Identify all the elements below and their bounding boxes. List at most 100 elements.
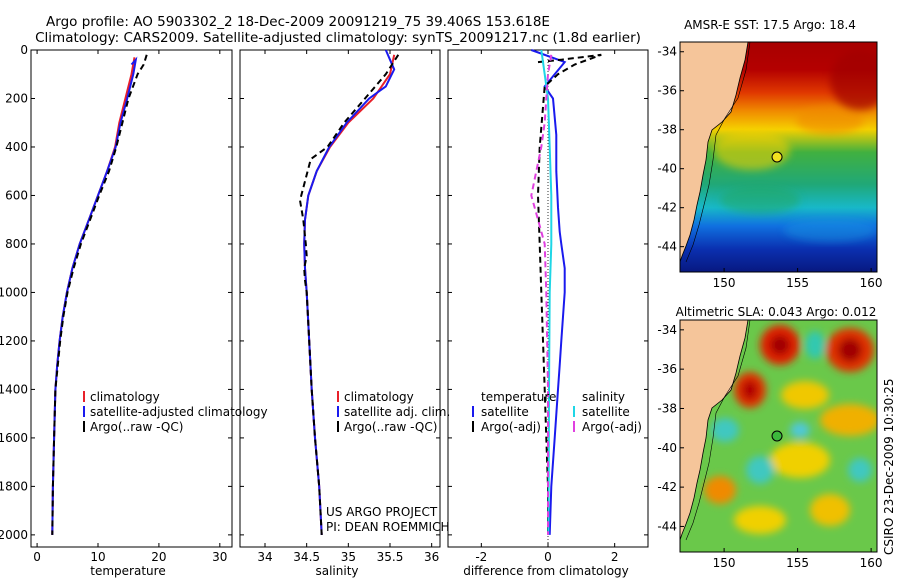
x-tick-label: 10 — [90, 550, 105, 564]
lat-tick-label: -38 — [657, 123, 677, 137]
x-tick-label: 0 — [33, 550, 41, 564]
y-tick-label: 1400 — [0, 382, 28, 396]
figure-title-line1: Argo profile: AO 5903302_2 18-Dec-2009 2… — [46, 14, 550, 30]
difference-axis-label: difference from climatology — [463, 564, 629, 578]
x-tick-label: -2 — [475, 550, 487, 564]
lon-tick-label: 155 — [786, 556, 809, 570]
difference-legend: temperature satellite Argo(-adj) salinit… — [472, 390, 642, 434]
lat-tick-label: -40 — [657, 162, 677, 176]
series-line-argo-raw-qc- — [298, 54, 400, 535]
x-tick-label: 0 — [544, 550, 552, 564]
salinity-axes-frame — [239, 49, 441, 548]
x-tick-label: 34 — [257, 550, 272, 564]
x-tick-label: 30 — [212, 550, 227, 564]
y-tick-label: 800 — [5, 237, 28, 251]
series-line-climatology — [51, 57, 136, 535]
lat-tick-label: -36 — [657, 362, 677, 376]
lon-tick-label: 160 — [860, 276, 883, 290]
temperature-profile-panel: 0 200 400 600 800 1000 1200 1400 1600 1800 2000 0 1… — [0, 43, 268, 578]
lat-tick-label: -34 — [657, 45, 677, 59]
coastline-contour — [685, 320, 751, 541]
salinity-axis-ticks: 34 34.5 35 35.5 36 — [240, 49, 440, 564]
csiro-timestamp: CSIRO 23-Dec-2009 10:30:25 — [882, 378, 896, 555]
legend-title-salinity: salinity — [582, 390, 625, 404]
series-line-satellite-adj-clim- — [303, 49, 396, 535]
series-line-salinity-argo-adj- — [530, 54, 553, 535]
y-tick-label: 1600 — [0, 431, 28, 445]
y-tick-label: 1000 — [0, 285, 28, 299]
difference-series — [530, 49, 602, 535]
argo-location-marker — [771, 151, 783, 163]
sst-map-ticks: 150 155 160 -34 -36 -38 -40 -42 -44 — [657, 45, 882, 290]
sla-map-panel: Altimetric SLA: 0.043 Argo: 0.012 — [657, 305, 882, 570]
y-tick-label: 0 — [20, 43, 28, 57]
x-tick-label: 36 — [424, 550, 439, 564]
lat-tick-label: -38 — [657, 401, 677, 415]
argo-location-marker — [771, 430, 783, 442]
temperature-axes-frame — [30, 49, 233, 548]
legend-label-temp-argo: Argo(-adj) — [481, 420, 541, 434]
x-tick-label: 35.5 — [377, 550, 404, 564]
lon-tick-label: 150 — [713, 556, 736, 570]
sst-map-title: AMSR-E SST: 17.5 Argo: 18.4 — [684, 18, 856, 32]
series-line-temperature-satellite — [530, 49, 567, 535]
sla-map-title: Altimetric SLA: 0.043 Argo: 0.012 — [676, 305, 877, 319]
difference-profile-panel: -2 0 2 difference from climatology tempera… — [447, 49, 649, 578]
y-tick-label: 200 — [5, 91, 28, 105]
legend-label-sal-satellite: satellite — [582, 405, 630, 419]
series-line-argo-raw-qc- — [51, 54, 148, 535]
y-tick-label: 1800 — [0, 479, 28, 493]
legend-label-climatology: climatology — [344, 390, 414, 404]
lon-tick-label: 160 — [860, 556, 883, 570]
series-line-temperature-argo-adj- — [536, 53, 602, 535]
coastline-contour — [685, 42, 751, 263]
sst-map-frame — [679, 41, 878, 273]
y-tick-label: 2000 — [0, 528, 28, 542]
salinity-series — [298, 49, 400, 535]
salinity-axis-label: salinity — [315, 564, 358, 578]
legend-label-sal-argo: Argo(-adj) — [582, 420, 642, 434]
sst-map-image — [680, 42, 877, 272]
sst-map-panel: AMSR-E SST: 17.5 Argo: 18.4 150 155 160 -34… — [657, 18, 882, 290]
legend-label-argo: Argo(..raw -QC) — [90, 420, 183, 434]
sla-map-image — [680, 320, 877, 552]
legend-title-temperature: temperature — [481, 390, 556, 404]
legend-label-satellite: satellite-adjusted climatology — [90, 405, 268, 419]
x-tick-label: 20 — [151, 550, 166, 564]
lat-tick-label: -44 — [657, 519, 677, 533]
land-mask — [680, 42, 749, 263]
temperature-series — [51, 54, 148, 535]
project-annotation-line1: US ARGO PROJECT — [326, 505, 438, 519]
series-line-satellite-adjusted-climatology — [51, 56, 138, 535]
x-tick-label: 2 — [611, 550, 619, 564]
x-tick-label: 34.5 — [293, 550, 320, 564]
depth-axis-ticks: 0 200 400 600 800 1000 1200 1400 1600 1800 2000 — [0, 43, 232, 542]
lat-tick-label: -36 — [657, 84, 677, 98]
lon-tick-label: 150 — [713, 276, 736, 290]
salinity-legend: climatology satellite adj. clim. Argo(..… — [337, 390, 450, 434]
lat-tick-label: -40 — [657, 441, 677, 455]
y-tick-label: 1200 — [0, 334, 28, 348]
salinity-profile-panel: 34 34.5 35 35.5 36 salinity climatology sate… — [239, 49, 450, 578]
sla-map-frame — [679, 319, 878, 553]
legend-label-satellite: satellite adj. clim. — [344, 405, 450, 419]
temperature-legend: climatology satellite-adjusted climatolo… — [83, 390, 268, 434]
temperature-axis-label: temperature — [90, 564, 165, 578]
y-tick-label: 400 — [5, 140, 28, 154]
legend-label-temp-satellite: satellite — [481, 405, 529, 419]
temperature-axis-ticks: 0 10 20 30 — [33, 50, 227, 564]
legend-label-argo: Argo(..raw -QC) — [344, 420, 437, 434]
sla-map-ticks: 150 155 160 -34 -36 -38 -40 -42 -44 — [657, 323, 882, 570]
y-tick-label: 600 — [5, 188, 28, 202]
x-tick-label: 35 — [341, 550, 356, 564]
project-annotation-line2: PI: DEAN ROEMMICH — [326, 520, 449, 534]
lat-tick-label: -42 — [657, 201, 677, 215]
legend-label-climatology: climatology — [90, 390, 160, 404]
lat-tick-label: -42 — [657, 480, 677, 494]
lat-tick-label: -44 — [657, 240, 677, 254]
figure-title-line2: Climatology: CARS2009. Satellite-adjuste… — [35, 30, 641, 46]
lat-tick-label: -34 — [657, 323, 677, 337]
lon-tick-label: 155 — [786, 276, 809, 290]
land-mask — [680, 320, 749, 541]
